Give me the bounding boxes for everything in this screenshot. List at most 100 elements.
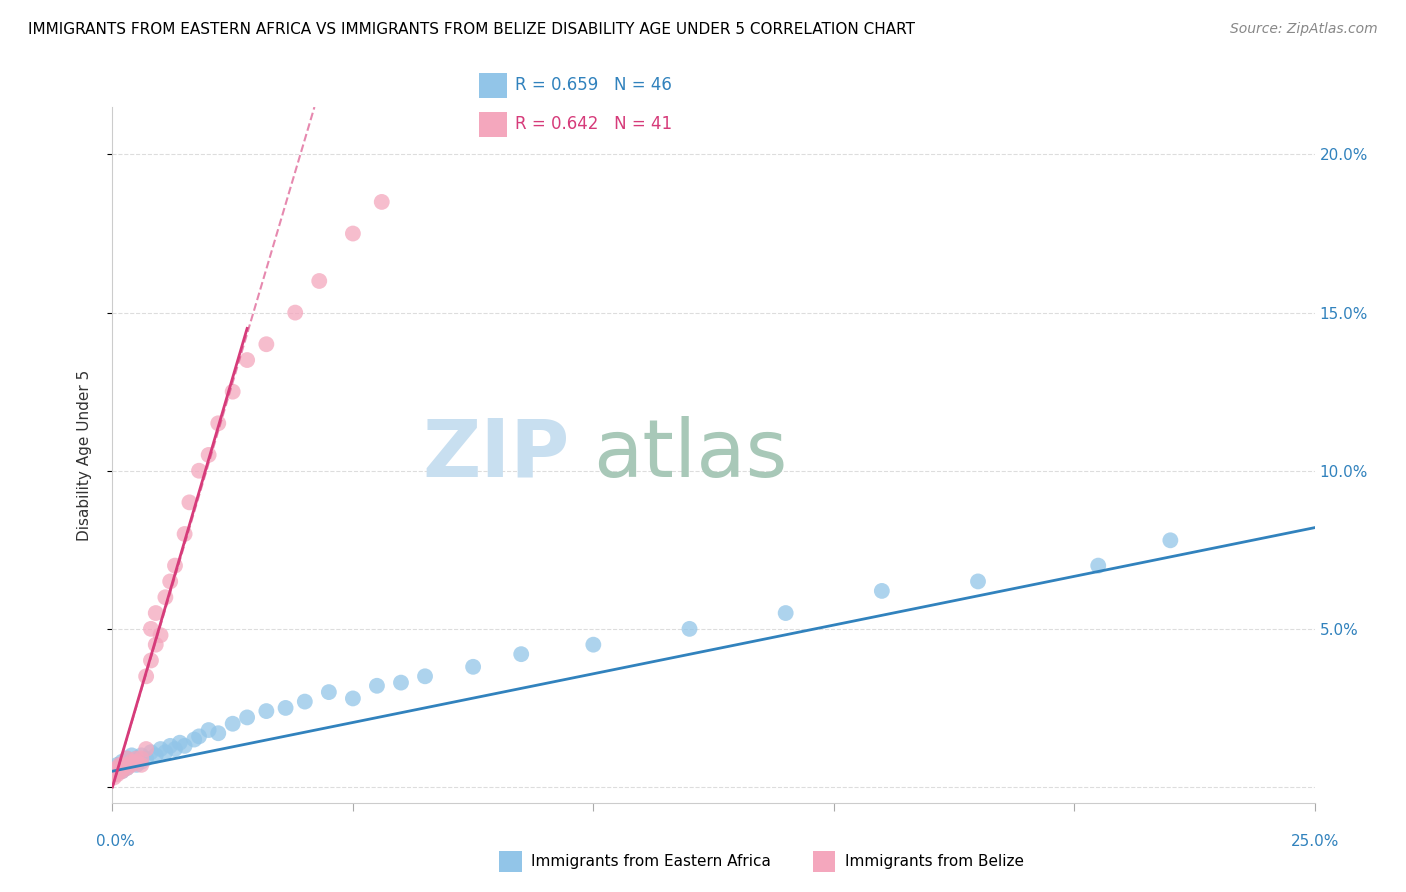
- Y-axis label: Disability Age Under 5: Disability Age Under 5: [77, 369, 91, 541]
- Point: [139, 653, 162, 667]
- Point: [108, 764, 131, 779]
- Point: [104, 767, 127, 781]
- Point: [131, 755, 153, 769]
- Point: [121, 755, 143, 769]
- Point: [163, 742, 186, 756]
- Point: [207, 726, 229, 740]
- Point: [105, 761, 128, 775]
- Point: [115, 761, 138, 775]
- Point: [159, 574, 181, 589]
- Point: [108, 761, 131, 775]
- Point: [121, 757, 143, 772]
- Point: [159, 739, 181, 753]
- Point: [111, 764, 134, 779]
- Point: [121, 755, 143, 769]
- Point: [207, 417, 229, 431]
- Point: [222, 716, 245, 731]
- Point: [111, 764, 134, 779]
- Point: [371, 194, 394, 209]
- Point: [967, 574, 990, 589]
- Point: [236, 710, 259, 724]
- Point: [197, 448, 219, 462]
- Point: [461, 660, 484, 674]
- Point: [366, 679, 388, 693]
- Point: [510, 647, 533, 661]
- Point: [254, 704, 277, 718]
- Bar: [479, 112, 506, 137]
- Point: [188, 464, 211, 478]
- Point: [104, 764, 127, 779]
- Point: [294, 695, 316, 709]
- Text: Immigrants from Eastern Africa: Immigrants from Eastern Africa: [531, 855, 772, 869]
- Point: [155, 591, 177, 605]
- Point: [131, 748, 153, 763]
- Point: [188, 730, 211, 744]
- Point: [173, 739, 195, 753]
- Point: [678, 622, 700, 636]
- Point: [389, 675, 412, 690]
- Point: [149, 742, 172, 756]
- Point: [111, 761, 134, 775]
- Point: [775, 606, 797, 620]
- Point: [139, 622, 162, 636]
- Point: [105, 757, 128, 772]
- Point: [135, 742, 157, 756]
- Point: [115, 751, 138, 765]
- Point: [125, 757, 148, 772]
- Point: [163, 558, 186, 573]
- Point: [108, 757, 131, 772]
- Point: [222, 384, 245, 399]
- Point: [115, 757, 138, 772]
- Point: [145, 606, 167, 620]
- Point: [169, 736, 191, 750]
- Point: [111, 757, 134, 772]
- Point: [413, 669, 436, 683]
- Point: [179, 495, 201, 509]
- Text: atlas: atlas: [593, 416, 787, 494]
- Point: [342, 227, 364, 241]
- Text: R = 0.659   N = 46: R = 0.659 N = 46: [515, 77, 672, 95]
- Point: [254, 337, 277, 351]
- Point: [131, 757, 153, 772]
- Text: Source: ZipAtlas.com: Source: ZipAtlas.com: [1230, 22, 1378, 37]
- Point: [236, 353, 259, 368]
- Text: ZIP: ZIP: [422, 416, 569, 494]
- Point: [308, 274, 330, 288]
- Point: [139, 745, 162, 759]
- Point: [183, 732, 205, 747]
- Text: IMMIGRANTS FROM EASTERN AFRICA VS IMMIGRANTS FROM BELIZE DISABILITY AGE UNDER 5 : IMMIGRANTS FROM EASTERN AFRICA VS IMMIGR…: [28, 22, 915, 37]
- Point: [111, 755, 134, 769]
- Point: [149, 628, 172, 642]
- Point: [105, 767, 128, 781]
- Point: [115, 761, 138, 775]
- Point: [274, 701, 297, 715]
- Point: [135, 751, 157, 765]
- Point: [125, 751, 148, 765]
- Text: R = 0.642   N = 41: R = 0.642 N = 41: [515, 115, 672, 133]
- Point: [105, 764, 128, 779]
- Point: [145, 748, 167, 763]
- Point: [1087, 558, 1109, 573]
- Point: [125, 755, 148, 769]
- Point: [121, 748, 143, 763]
- Point: [870, 583, 893, 598]
- Point: [1159, 533, 1181, 548]
- Point: [318, 685, 340, 699]
- Point: [582, 638, 605, 652]
- Point: [145, 638, 167, 652]
- Point: [125, 751, 148, 765]
- Bar: [479, 72, 506, 98]
- Point: [197, 723, 219, 737]
- Point: [155, 745, 177, 759]
- Point: [115, 757, 138, 772]
- Point: [103, 771, 125, 785]
- Text: 25.0%: 25.0%: [1291, 834, 1339, 849]
- Point: [135, 669, 157, 683]
- Point: [342, 691, 364, 706]
- Point: [284, 305, 307, 319]
- Text: Immigrants from Belize: Immigrants from Belize: [845, 855, 1024, 869]
- Text: 0.0%: 0.0%: [96, 834, 135, 849]
- Point: [115, 751, 138, 765]
- Point: [173, 527, 195, 541]
- Point: [131, 751, 153, 765]
